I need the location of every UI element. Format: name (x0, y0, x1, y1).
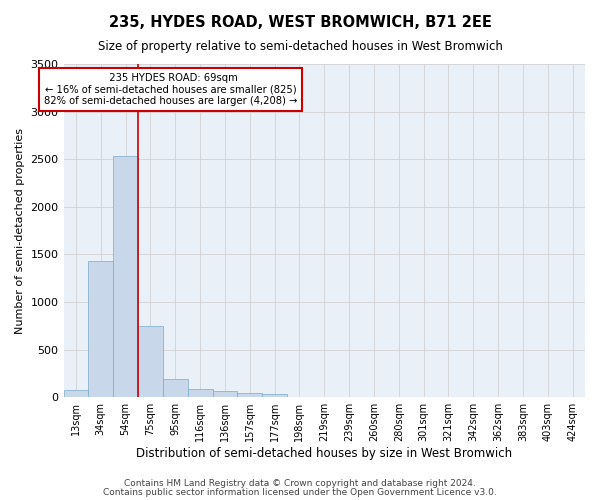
Bar (188, 388, 212, 397)
X-axis label: Distribution of semi-detached houses by size in West Bromwich: Distribution of semi-detached houses by … (136, 447, 512, 460)
Bar (262, 394, 287, 397)
Text: Contains public sector information licensed under the Open Government Licence v3: Contains public sector information licen… (103, 488, 497, 497)
Bar (163, 379, 188, 397)
Bar (138, 326, 163, 397)
Bar (212, 392, 238, 397)
Bar (88, 261, 113, 397)
Y-axis label: Number of semi-detached properties: Number of semi-detached properties (15, 128, 25, 334)
Text: 235, HYDES ROAD, WEST BROMWICH, B71 2EE: 235, HYDES ROAD, WEST BROMWICH, B71 2EE (109, 15, 491, 30)
Text: Contains HM Land Registry data © Crown copyright and database right 2024.: Contains HM Land Registry data © Crown c… (124, 480, 476, 488)
Text: Size of property relative to semi-detached houses in West Bromwich: Size of property relative to semi-detach… (98, 40, 502, 53)
Bar (238, 394, 262, 397)
Bar (64, 390, 88, 397)
Bar (113, 156, 138, 397)
Text: 235 HYDES ROAD: 69sqm
← 16% of semi-detached houses are smaller (825)
82% of sem: 235 HYDES ROAD: 69sqm ← 16% of semi-deta… (44, 73, 297, 106)
